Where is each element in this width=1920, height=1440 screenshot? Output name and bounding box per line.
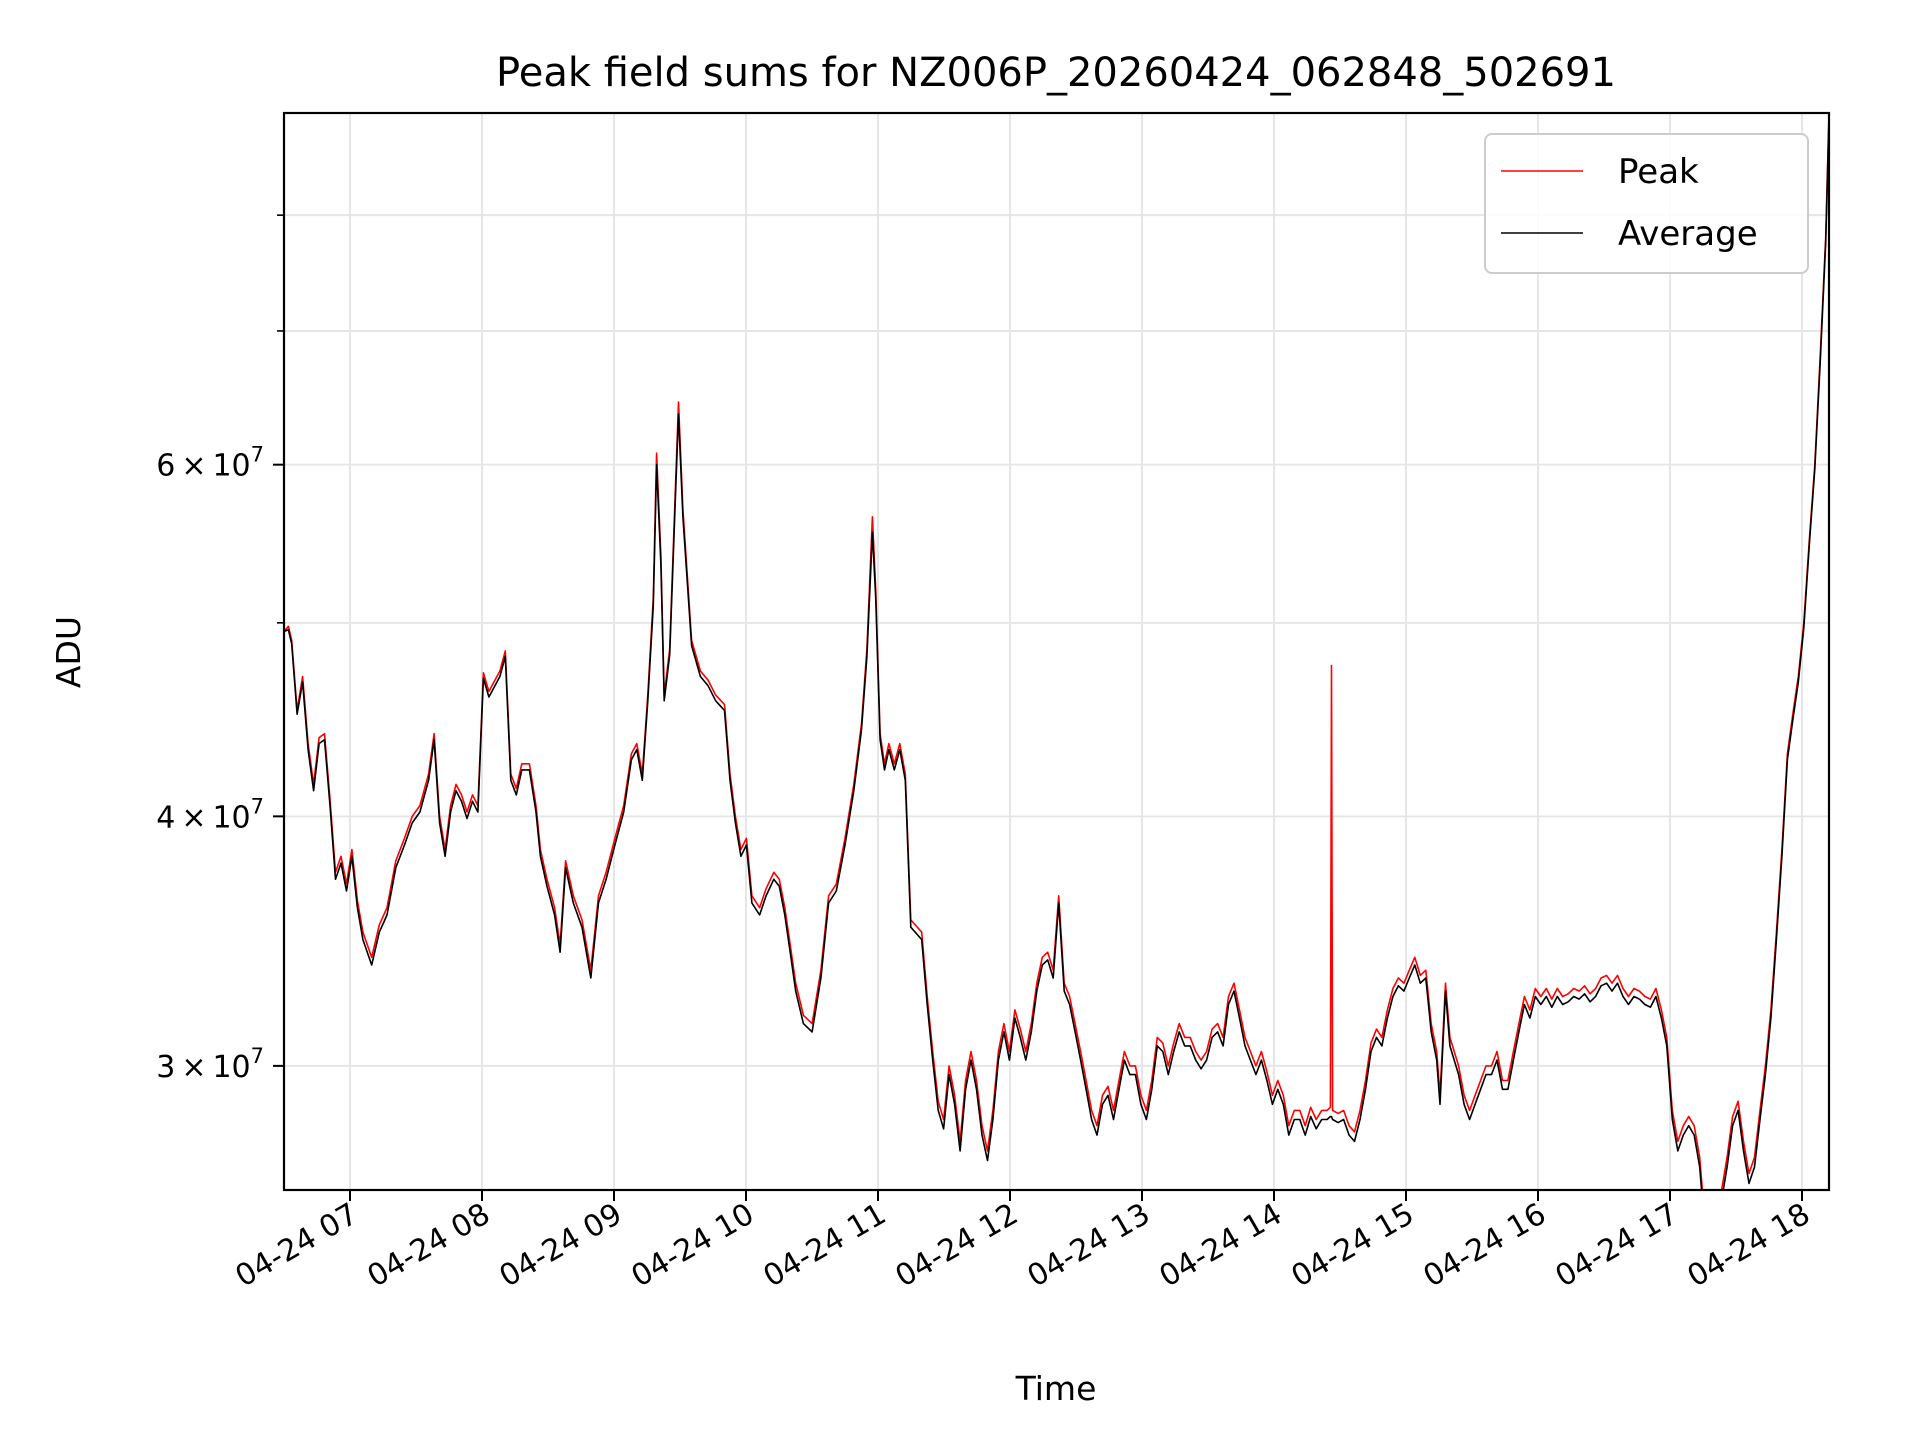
y-axis: 3 × 107 4 × 107 6 × 107 xyxy=(156,214,284,1085)
series-line-average xyxy=(284,117,1829,1190)
grid xyxy=(284,113,1829,1190)
legend-label-peak: Peak xyxy=(1618,152,1699,192)
legend-label-average: Average xyxy=(1618,214,1758,254)
x-axis-label: Time xyxy=(1015,1369,1097,1408)
chart-title: Peak field sums for NZ006P_20260424_0628… xyxy=(496,50,1616,96)
series-lines xyxy=(284,113,1829,1190)
legend: Peak Average xyxy=(1484,133,1809,274)
y-tick-label: 6 × 107 xyxy=(156,443,264,484)
legend-box xyxy=(1484,133,1809,274)
series-line-peak xyxy=(284,113,1829,1190)
y-tick-label: 3 × 107 xyxy=(156,1044,264,1085)
plot-frame xyxy=(282,111,1831,1192)
y-axis-label: ADU xyxy=(49,616,88,688)
y-tick-label: 4 × 107 xyxy=(156,794,264,835)
